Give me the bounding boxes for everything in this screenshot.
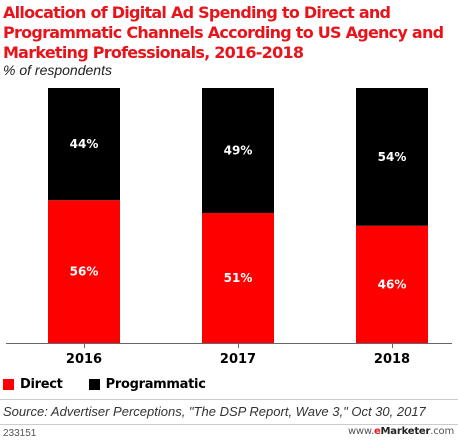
- bar-direct-2016: [48, 200, 120, 343]
- chart-title: Allocation of Digital Ad Spending to Dir…: [3, 3, 444, 62]
- legend-swatch-programmatic: [88, 379, 100, 390]
- data-label-direct-2018: 46%: [378, 277, 407, 291]
- bar-programmatic-2016: [48, 88, 120, 201]
- source-note: Source: Advertiser Perceptions, "The DSP…: [3, 404, 426, 419]
- chart-id: 233151: [3, 428, 37, 439]
- bar-direct-2017: [202, 212, 274, 343]
- bar-direct-2018: [356, 225, 428, 343]
- x-tick-label-2018: 2018: [374, 352, 410, 367]
- data-label-direct-2016: 56%: [70, 265, 99, 279]
- footer-divider-bottom: [0, 424, 458, 425]
- brand-suffix: .com: [430, 426, 454, 437]
- data-label-programmatic-2018: 54%: [378, 150, 407, 164]
- brand-name: Marketer: [380, 426, 431, 437]
- footer-divider-top: [0, 399, 458, 400]
- legend-item-programmatic: Programmatic: [88, 377, 206, 392]
- x-tick-label-2016: 2016: [66, 352, 102, 367]
- data-label-programmatic-2016: 44%: [70, 137, 99, 151]
- legend-item-direct: Direct: [3, 377, 63, 392]
- bar-programmatic-2018: [356, 88, 428, 226]
- x-tick-label-2017: 2017: [220, 352, 256, 367]
- x-axis-ticks: 2016 2017 2018: [66, 343, 410, 367]
- bar-group: 56% 44% 51% 49% 46% 54%: [48, 88, 428, 343]
- data-label-programmatic-2017: 49%: [224, 143, 253, 157]
- legend-label-direct: Direct: [20, 377, 63, 392]
- data-label-direct-2017: 51%: [224, 271, 253, 285]
- legend-label-programmatic: Programmatic: [105, 377, 206, 392]
- brand-e: e: [373, 426, 381, 437]
- legend: Direct Programmatic: [3, 377, 232, 392]
- brand-logo[interactable]: www.eMarketer.com: [348, 426, 454, 437]
- legend-swatch-direct: [3, 379, 14, 390]
- chart-subtitle: % of respondents: [3, 62, 112, 78]
- brand-prefix: www.: [347, 426, 374, 437]
- bar-programmatic-2017: [202, 88, 274, 213]
